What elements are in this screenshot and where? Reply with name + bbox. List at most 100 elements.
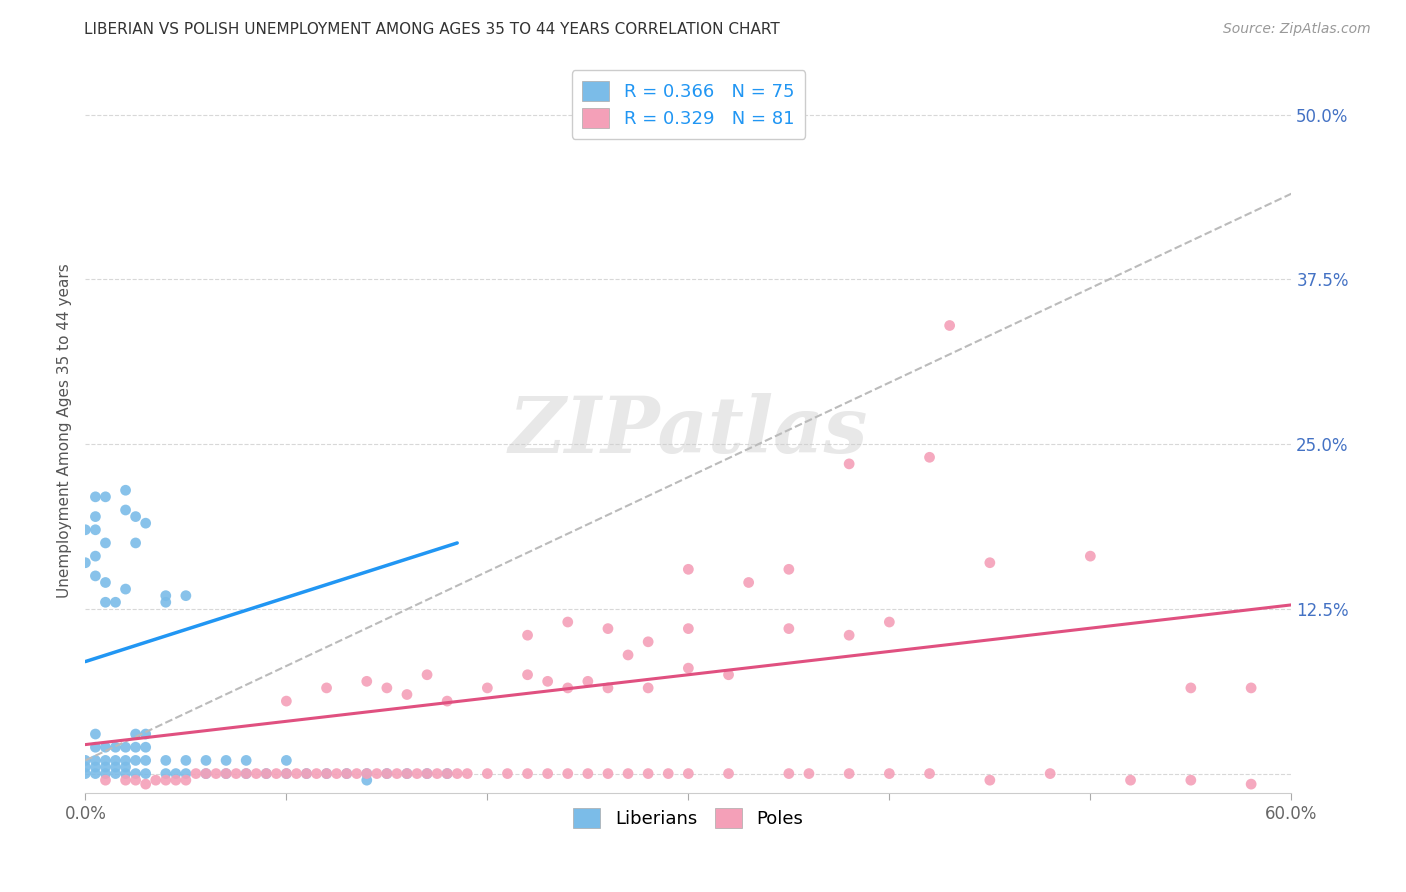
Point xyxy=(84,509,107,524)
Point xyxy=(637,766,659,780)
Point xyxy=(315,681,337,695)
Point xyxy=(276,766,298,780)
Point xyxy=(84,740,107,755)
Point xyxy=(135,740,157,755)
Point xyxy=(174,766,197,780)
Point xyxy=(516,628,538,642)
Point xyxy=(737,575,759,590)
Point xyxy=(94,575,117,590)
Text: ZIPatlas: ZIPatlas xyxy=(509,392,868,469)
Point xyxy=(114,766,136,780)
Point xyxy=(94,595,117,609)
Point xyxy=(617,648,640,662)
Point xyxy=(979,556,1001,570)
Point xyxy=(637,634,659,648)
Point xyxy=(838,766,860,780)
Point xyxy=(356,766,378,780)
Point xyxy=(477,766,499,780)
Point xyxy=(94,766,117,780)
Point xyxy=(114,760,136,774)
Point xyxy=(124,753,146,767)
Point xyxy=(75,556,97,570)
Point xyxy=(918,450,941,465)
Point xyxy=(395,766,418,780)
Point xyxy=(205,766,228,780)
Point xyxy=(114,753,136,767)
Point xyxy=(436,766,458,780)
Point xyxy=(84,569,107,583)
Point xyxy=(84,549,107,563)
Point xyxy=(838,628,860,642)
Point xyxy=(114,740,136,755)
Point xyxy=(557,615,579,629)
Point xyxy=(416,766,439,780)
Point xyxy=(84,766,107,780)
Point xyxy=(104,740,127,755)
Point xyxy=(576,766,599,780)
Point xyxy=(1240,681,1263,695)
Legend: Liberians, Poles: Liberians, Poles xyxy=(567,801,811,835)
Point xyxy=(124,773,146,788)
Point xyxy=(496,766,519,780)
Point xyxy=(477,681,499,695)
Point xyxy=(375,766,398,780)
Point xyxy=(194,766,217,780)
Point xyxy=(336,766,359,780)
Point xyxy=(194,753,217,767)
Point xyxy=(426,766,449,780)
Point xyxy=(879,615,901,629)
Point xyxy=(1180,773,1202,788)
Point xyxy=(135,766,157,780)
Point xyxy=(165,766,187,780)
Point xyxy=(416,667,439,681)
Point xyxy=(617,766,640,780)
Point xyxy=(124,766,146,780)
Point xyxy=(75,753,97,767)
Point xyxy=(245,766,267,780)
Point xyxy=(276,753,298,767)
Point xyxy=(135,777,157,791)
Point xyxy=(145,773,167,788)
Point xyxy=(395,766,418,780)
Point xyxy=(84,490,107,504)
Point xyxy=(678,562,700,576)
Point xyxy=(235,753,257,767)
Point xyxy=(254,766,277,780)
Point xyxy=(124,727,146,741)
Point xyxy=(436,766,458,780)
Point xyxy=(596,681,619,695)
Point xyxy=(446,766,468,780)
Point xyxy=(194,766,217,780)
Point xyxy=(114,483,136,498)
Point xyxy=(235,766,257,780)
Point xyxy=(295,766,318,780)
Point xyxy=(114,773,136,788)
Point xyxy=(678,766,700,780)
Point xyxy=(938,318,960,333)
Point xyxy=(315,766,337,780)
Point xyxy=(416,766,439,780)
Point xyxy=(596,622,619,636)
Point xyxy=(678,661,700,675)
Point xyxy=(155,589,177,603)
Point xyxy=(778,562,800,576)
Point xyxy=(557,766,579,780)
Point xyxy=(516,667,538,681)
Point xyxy=(114,582,136,596)
Point xyxy=(235,766,257,780)
Point xyxy=(124,509,146,524)
Point xyxy=(94,773,117,788)
Point xyxy=(516,766,538,780)
Point xyxy=(155,766,177,780)
Point xyxy=(537,766,560,780)
Point xyxy=(557,681,579,695)
Point xyxy=(436,694,458,708)
Point xyxy=(104,760,127,774)
Point xyxy=(104,753,127,767)
Point xyxy=(336,766,359,780)
Point xyxy=(84,727,107,741)
Point xyxy=(366,766,388,780)
Point xyxy=(305,766,328,780)
Point xyxy=(124,536,146,550)
Point xyxy=(94,490,117,504)
